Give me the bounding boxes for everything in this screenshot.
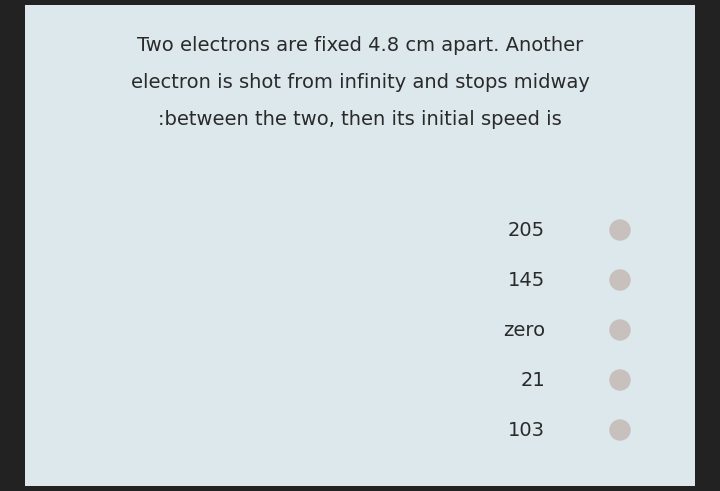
Circle shape xyxy=(610,370,630,390)
Text: 205: 205 xyxy=(508,220,545,240)
Text: 103: 103 xyxy=(508,420,545,439)
Circle shape xyxy=(610,420,630,440)
Circle shape xyxy=(610,220,630,240)
Text: 21: 21 xyxy=(521,371,545,389)
Text: 145: 145 xyxy=(508,271,545,290)
FancyBboxPatch shape xyxy=(25,5,695,486)
Circle shape xyxy=(610,270,630,290)
Text: Two electrons are fixed 4.8 cm apart. Another: Two electrons are fixed 4.8 cm apart. An… xyxy=(137,35,583,55)
Circle shape xyxy=(610,320,630,340)
Text: zero: zero xyxy=(503,321,545,339)
Text: :between the two, then its initial speed is: :between the two, then its initial speed… xyxy=(158,109,562,129)
Text: electron is shot from infinity and stops midway: electron is shot from infinity and stops… xyxy=(130,73,590,91)
